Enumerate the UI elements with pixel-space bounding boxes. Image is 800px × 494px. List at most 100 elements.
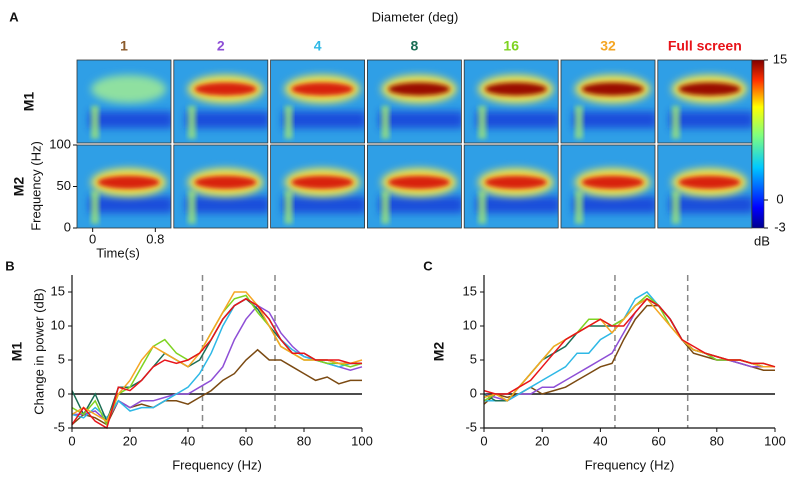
spectrogram-body bbox=[77, 145, 171, 228]
spectrogram-body bbox=[173, 145, 268, 228]
stim-artifact bbox=[284, 190, 293, 224]
spectrogram bbox=[463, 144, 559, 229]
y-tick-label: 0 bbox=[58, 385, 65, 400]
series-line bbox=[483, 294, 776, 402]
x-tick-label: 80 bbox=[297, 433, 311, 448]
stim-artifact bbox=[284, 105, 293, 139]
series-line bbox=[483, 297, 776, 395]
spectrogram bbox=[463, 59, 559, 144]
column-label: 32 bbox=[600, 38, 616, 54]
x-axis-label: Frequency (Hz) bbox=[172, 457, 262, 472]
panel-label: A bbox=[9, 9, 19, 24]
y-tick-label: 5 bbox=[58, 351, 65, 366]
stim-artifact bbox=[381, 190, 390, 224]
y-tick-label: 0 bbox=[470, 385, 477, 400]
low-band bbox=[476, 196, 559, 214]
spectrogram bbox=[366, 59, 462, 144]
spectrogram bbox=[173, 144, 269, 229]
band-core bbox=[678, 175, 741, 189]
low-band bbox=[89, 111, 171, 129]
stim-artifact bbox=[91, 190, 99, 224]
x-axis-label: Frequency (Hz) bbox=[585, 457, 675, 472]
x-tick-label: 100 bbox=[764, 433, 786, 448]
x-tick-label: 0.8 bbox=[146, 231, 164, 246]
spectrogram bbox=[657, 59, 753, 144]
row-label: M1 bbox=[9, 342, 25, 362]
column-label: 1 bbox=[120, 38, 128, 54]
low-band bbox=[669, 196, 752, 214]
band-core bbox=[291, 82, 354, 96]
spectrogram bbox=[657, 144, 753, 229]
y-tick-label: 5 bbox=[470, 351, 477, 366]
stim-artifact bbox=[91, 105, 99, 139]
frame bbox=[366, 144, 462, 229]
band-halo bbox=[91, 74, 167, 104]
row-label: M2 bbox=[11, 177, 27, 197]
spectrogram bbox=[76, 144, 172, 229]
axes bbox=[483, 275, 775, 429]
spectrogram-body bbox=[270, 145, 365, 228]
band-core bbox=[194, 82, 257, 96]
row-label: M1 bbox=[21, 92, 37, 112]
spectrogram-body bbox=[561, 60, 655, 143]
spectrogram-body bbox=[561, 145, 655, 228]
row-label: M2 bbox=[431, 342, 447, 362]
spectrogram-body bbox=[657, 145, 752, 228]
stim-artifact bbox=[381, 105, 390, 139]
y-tick-label: -5 bbox=[53, 419, 65, 434]
low-band bbox=[185, 111, 268, 129]
frame bbox=[270, 59, 366, 144]
band-core bbox=[581, 82, 644, 96]
column-label: 8 bbox=[411, 38, 419, 54]
y-tick-label: 0 bbox=[64, 219, 71, 234]
x-tick-label: 100 bbox=[351, 433, 373, 448]
y-tick-label: 10 bbox=[51, 317, 65, 332]
spectrogram bbox=[270, 59, 366, 144]
band-core bbox=[484, 82, 547, 96]
series-line bbox=[71, 291, 363, 423]
stim-artifact bbox=[671, 190, 680, 224]
frame bbox=[76, 59, 172, 144]
low-band bbox=[573, 196, 655, 214]
y-tick-label: 100 bbox=[49, 136, 71, 151]
column-label: 16 bbox=[503, 38, 519, 54]
title: Diameter (deg) bbox=[372, 9, 459, 24]
column-label: 4 bbox=[314, 38, 322, 54]
x-tick-label: 0 bbox=[68, 433, 75, 448]
spectrogram-body bbox=[657, 60, 752, 143]
low-band bbox=[573, 111, 655, 129]
x-tick-label: 0 bbox=[480, 433, 487, 448]
spectrogram-body bbox=[464, 145, 559, 228]
spectrogram-body bbox=[367, 145, 462, 228]
band-core bbox=[97, 175, 160, 189]
low-band bbox=[282, 111, 365, 129]
band-core bbox=[678, 82, 741, 96]
band-core bbox=[388, 175, 451, 189]
y-tick-label: 15 bbox=[51, 283, 65, 298]
spectrogram bbox=[270, 144, 366, 229]
y-tick-label: 10 bbox=[463, 317, 477, 332]
spectrogram bbox=[173, 59, 269, 144]
colorbar-tick-label: -3 bbox=[774, 219, 786, 234]
band-core bbox=[194, 175, 257, 189]
series-line bbox=[483, 297, 775, 402]
frame bbox=[366, 59, 462, 144]
x-tick-label: 60 bbox=[239, 433, 253, 448]
low-band bbox=[379, 196, 462, 214]
series-line bbox=[483, 297, 775, 402]
x-tick-label: 60 bbox=[651, 433, 665, 448]
spectrogram-body bbox=[464, 60, 559, 143]
column-label: 2 bbox=[217, 38, 225, 54]
colorbar bbox=[751, 59, 765, 229]
panel-label: B bbox=[5, 258, 14, 273]
y-axis-label: Frequency (Hz) bbox=[28, 141, 43, 231]
stim-artifact bbox=[575, 105, 583, 139]
stim-artifact bbox=[187, 105, 196, 139]
x-tick-label: 20 bbox=[123, 433, 137, 448]
x-tick-label: 40 bbox=[593, 433, 607, 448]
panel-label: C bbox=[423, 258, 433, 273]
band-core bbox=[581, 175, 644, 189]
band-core bbox=[388, 82, 451, 96]
y-tick-label: 50 bbox=[57, 178, 71, 193]
frame bbox=[173, 59, 269, 144]
